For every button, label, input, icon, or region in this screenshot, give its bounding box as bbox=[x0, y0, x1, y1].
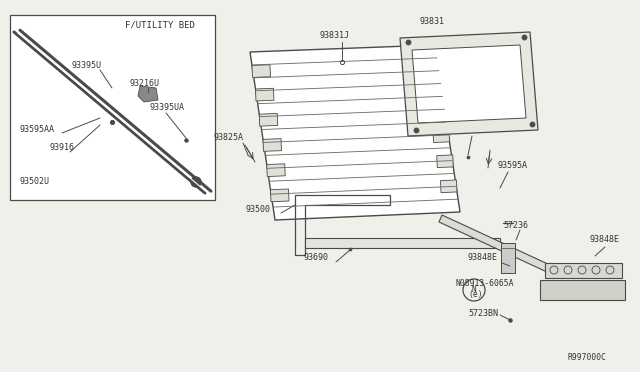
Text: N: N bbox=[472, 285, 476, 295]
Text: 5723BN: 5723BN bbox=[468, 308, 498, 317]
Polygon shape bbox=[263, 139, 282, 151]
Text: 93502U: 93502U bbox=[20, 177, 50, 186]
Polygon shape bbox=[422, 53, 438, 65]
Polygon shape bbox=[138, 86, 158, 102]
Text: N08913-6065A: N08913-6065A bbox=[456, 279, 515, 288]
Text: 93216U: 93216U bbox=[130, 78, 160, 87]
Polygon shape bbox=[439, 215, 550, 272]
Bar bbox=[501, 243, 515, 273]
Text: 93916: 93916 bbox=[50, 144, 75, 153]
Polygon shape bbox=[440, 180, 457, 193]
Text: 57236: 57236 bbox=[503, 221, 528, 230]
Polygon shape bbox=[255, 88, 274, 101]
Polygon shape bbox=[436, 155, 453, 167]
Polygon shape bbox=[426, 80, 442, 92]
Circle shape bbox=[191, 177, 201, 187]
Text: 93848E: 93848E bbox=[468, 253, 498, 263]
Polygon shape bbox=[400, 32, 538, 136]
Text: R997000C: R997000C bbox=[568, 353, 607, 362]
Text: 93831J: 93831J bbox=[320, 31, 350, 39]
Text: 93690: 93690 bbox=[303, 253, 328, 263]
Polygon shape bbox=[259, 113, 278, 126]
Text: 93825A: 93825A bbox=[213, 134, 243, 142]
Text: F/UTILITY BED: F/UTILITY BED bbox=[125, 20, 195, 29]
Text: 93595AA: 93595AA bbox=[20, 125, 55, 135]
Text: 93500: 93500 bbox=[246, 205, 271, 215]
Text: 93595A: 93595A bbox=[497, 160, 527, 170]
Text: 93395UA: 93395UA bbox=[150, 103, 185, 112]
Text: 93395U: 93395U bbox=[72, 61, 102, 70]
Polygon shape bbox=[545, 263, 622, 278]
Text: 93848E: 93848E bbox=[590, 235, 620, 244]
Polygon shape bbox=[412, 45, 526, 123]
Polygon shape bbox=[250, 45, 460, 220]
Polygon shape bbox=[305, 238, 500, 248]
Polygon shape bbox=[267, 164, 285, 177]
Polygon shape bbox=[540, 280, 625, 300]
Text: 93831: 93831 bbox=[420, 17, 445, 26]
Polygon shape bbox=[433, 130, 449, 142]
Text: (e): (e) bbox=[468, 291, 483, 299]
Polygon shape bbox=[429, 105, 445, 118]
Polygon shape bbox=[271, 189, 289, 202]
Polygon shape bbox=[252, 65, 271, 77]
Bar bbox=[10, 15, 215, 200]
